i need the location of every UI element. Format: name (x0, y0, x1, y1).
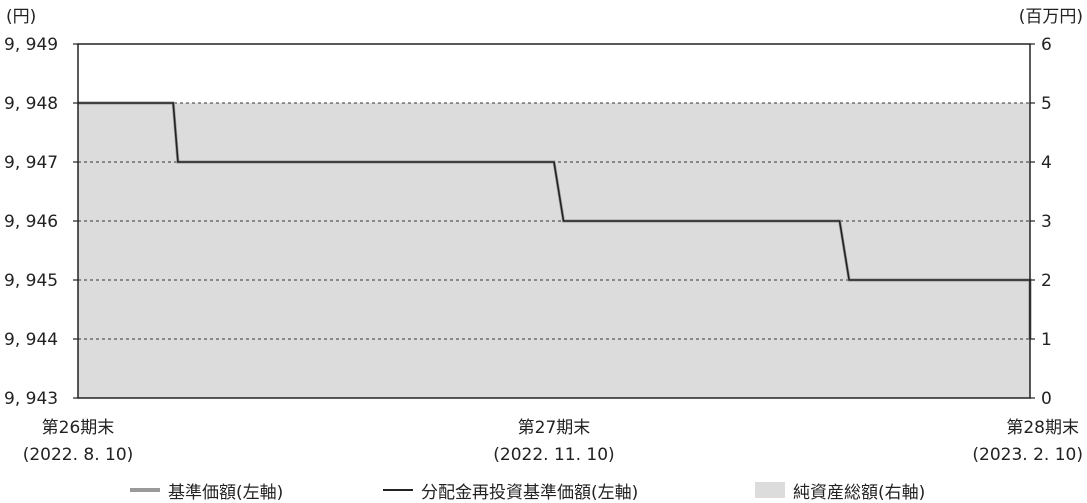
right-tick-label: 6 (1041, 35, 1052, 55)
right-axis-unit: (百万円) (1019, 7, 1083, 27)
legend-swatch-gray-line (130, 488, 160, 492)
right-tick-label: 2 (1041, 271, 1052, 291)
x-date-label: (2023. 2. 10) (972, 445, 1083, 465)
line-layer (78, 101, 1032, 339)
legend-swatch-area (755, 482, 785, 498)
legend-swatch-black-line (383, 489, 413, 491)
legend-label-nav: 基準価額(左軸) (168, 482, 284, 503)
left-tick-label: 9, 948 (4, 94, 58, 114)
legend: 基準価額(左軸) 分配金再投資基準価額(左軸) 純資産総額(右軸) (0, 478, 1087, 503)
chart-svg: 9, 943 9, 944 9, 945 9, 946 9, 947 9, 948 9, 9… (4, 7, 1083, 465)
x-date-label: (2022. 8. 10) (23, 445, 134, 465)
net-assets-area (78, 103, 1030, 398)
left-tick-label: 9, 949 (4, 35, 58, 55)
legend-label-reinvest: 分配金再投資基準価額(左軸) (421, 482, 639, 503)
left-axis-unit: (円) (6, 7, 36, 27)
left-tick-label: 9, 945 (4, 271, 58, 291)
x-period-label: 第26期末 (42, 418, 115, 438)
right-tick-label: 3 (1041, 212, 1052, 232)
x-date-label: (2022. 11. 10) (493, 445, 614, 465)
legend-item-net-assets: 純資産総額(右軸) (755, 478, 926, 503)
legend-item-nav: 基準価額(左軸) (130, 478, 284, 503)
left-tick-label: 9, 947 (4, 153, 58, 173)
legend-item-reinvest: 分配金再投資基準価額(左軸) (383, 478, 639, 503)
left-tick-label: 9, 944 (4, 330, 58, 350)
right-tick-label: 1 (1041, 330, 1052, 350)
x-period-label: 第28期末 (1006, 418, 1079, 438)
left-tick-label: 9, 943 (4, 389, 58, 409)
left-tick-label: 9, 946 (4, 212, 58, 232)
area-layer (78, 103, 1030, 398)
left-axis-ticks: 9, 943 9, 944 9, 945 9, 946 9, 947 9, 948 9, 9… (4, 35, 78, 409)
right-tick-label: 4 (1041, 153, 1052, 173)
right-tick-label: 5 (1041, 94, 1052, 114)
x-period-label: 第27期末 (518, 418, 591, 438)
right-axis-ticks: 0 1 2 3 4 5 6 (1030, 35, 1052, 409)
x-axis-labels: 第26期末 (2022. 8. 10) 第27期末 (2022. 11. 10) 第28… (23, 418, 1083, 465)
legend-label-net-assets: 純資産総額(右軸) (793, 482, 926, 503)
right-tick-label: 0 (1041, 389, 1052, 409)
reinvest-nav-line (78, 102, 1031, 339)
